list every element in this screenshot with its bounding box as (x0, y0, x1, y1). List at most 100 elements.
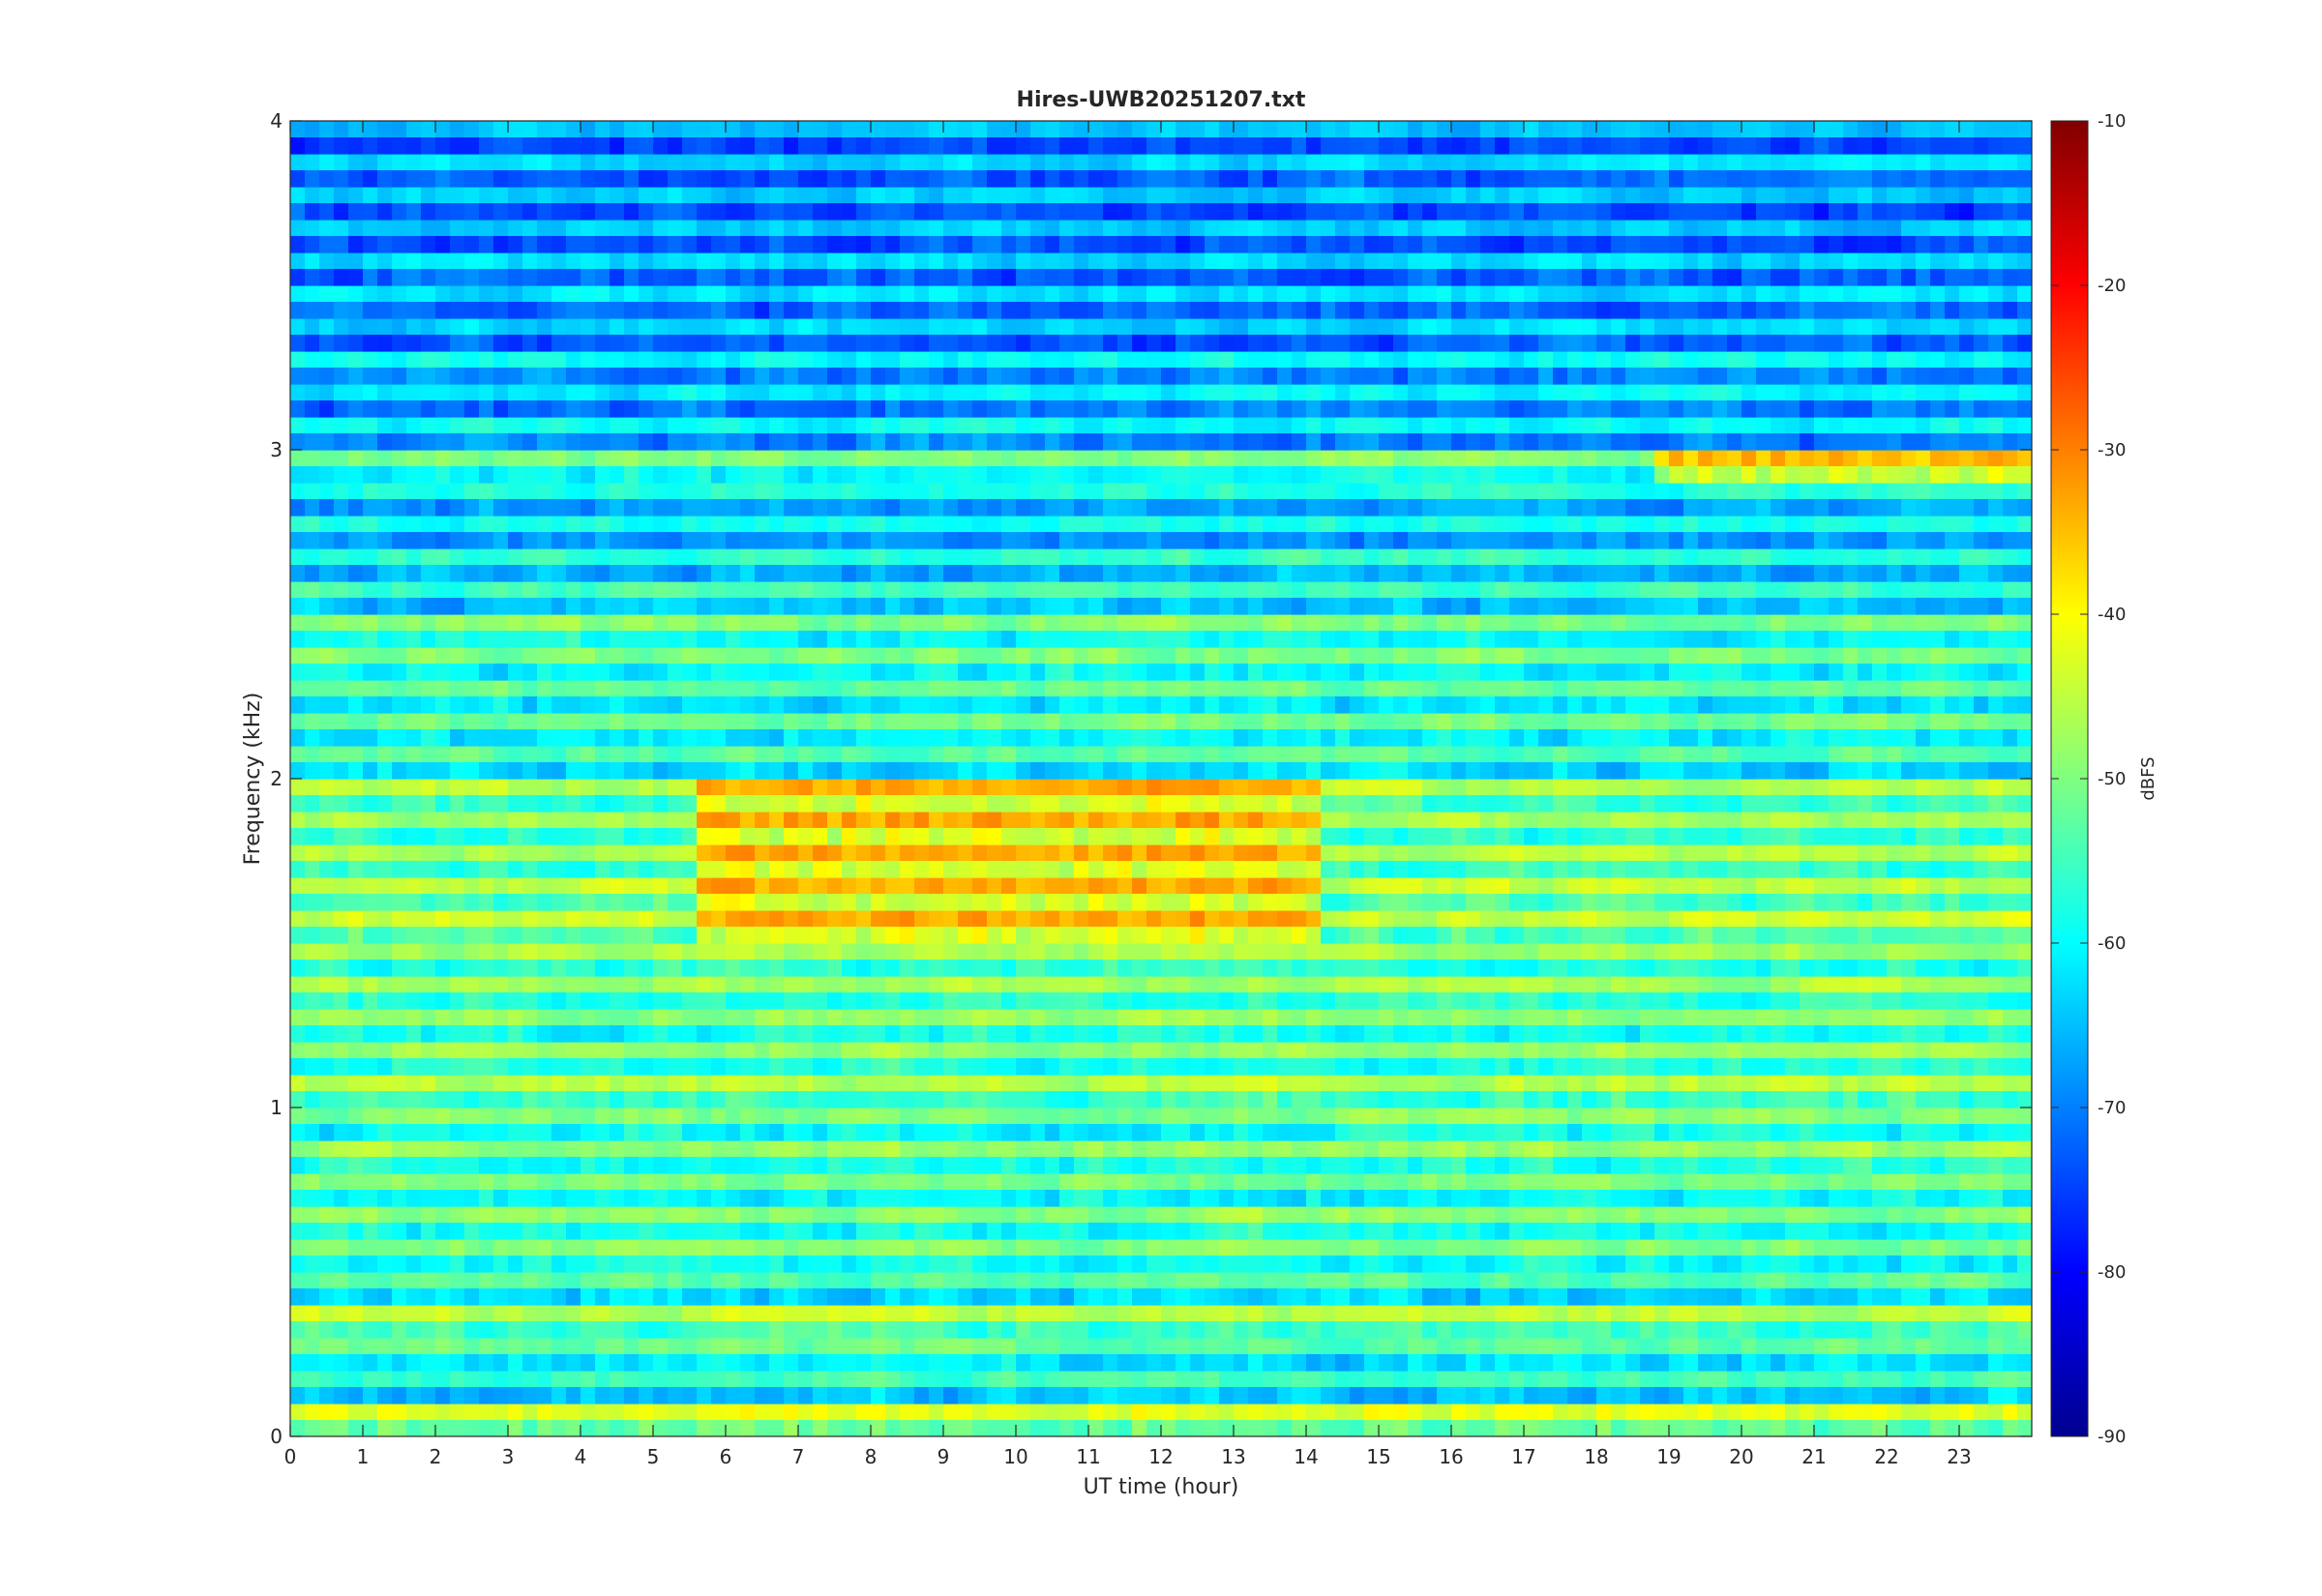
spectrogram-cell (653, 992, 669, 1010)
spectrogram-cell (421, 927, 436, 944)
spectrogram-cell (885, 1239, 901, 1256)
spectrogram-cell (1176, 943, 1191, 961)
spectrogram-cell (406, 992, 422, 1010)
spectrogram-cell (1887, 861, 1902, 878)
spectrogram-cell (755, 992, 770, 1010)
spectrogram-cell (580, 1305, 596, 1322)
spectrogram-cell (943, 779, 959, 796)
spectrogram-cell (406, 779, 422, 796)
spectrogram-cell (2017, 1075, 2032, 1092)
spectrogram-cell (1742, 1404, 1757, 1421)
spectrogram-cell (1074, 762, 1089, 780)
spectrogram-cell (1858, 1321, 1873, 1339)
spectrogram-cell (1364, 1091, 1380, 1108)
spectrogram-cell (1480, 1108, 1496, 1125)
spectrogram-cell (1829, 795, 1844, 813)
spectrogram-cell (1567, 992, 1583, 1010)
spectrogram-cell (580, 828, 596, 845)
spectrogram-cell (1045, 861, 1060, 878)
spectrogram-cell (464, 1124, 480, 1141)
spectrogram-cell (1146, 812, 1162, 829)
spectrogram-cell (1074, 1140, 1089, 1158)
spectrogram-cell (1582, 1288, 1597, 1306)
spectrogram-cell (610, 1009, 625, 1026)
spectrogram-cell (1408, 1042, 1423, 1059)
spectrogram-cell (885, 1420, 901, 1436)
spectrogram-cell (1045, 894, 1060, 911)
spectrogram-cell (1611, 828, 1626, 845)
spectrogram-cell (1393, 1025, 1409, 1043)
spectrogram-cell (1858, 1256, 1873, 1273)
spectrogram-cell (1103, 910, 1118, 928)
spectrogram-cell (1654, 992, 1670, 1010)
spectrogram-cell (1654, 795, 1670, 813)
spectrogram-cell (1480, 1387, 1496, 1404)
spectrogram-cell (1480, 1091, 1496, 1108)
spectrogram-cell (1292, 927, 1307, 944)
spectrogram-cell (624, 877, 640, 895)
spectrogram-cell (784, 894, 799, 911)
spectrogram-cell (551, 910, 567, 928)
spectrogram-cell (610, 1157, 625, 1174)
spectrogram-cell (1843, 1091, 1859, 1108)
spectrogram-cell (1669, 1288, 1684, 1306)
spectrogram-cell (1277, 1223, 1293, 1240)
spectrogram-cell (377, 1338, 393, 1355)
spectrogram-cell (798, 1042, 814, 1059)
spectrogram-cell (464, 1387, 480, 1404)
spectrogram-cell (1698, 1173, 1713, 1191)
spectrogram-cell (1582, 1140, 1597, 1158)
spectrogram-cell (1742, 795, 1757, 813)
spectrogram-cell (1176, 844, 1191, 862)
spectrogram-cell (1495, 1206, 1510, 1224)
spectrogram-cell (1292, 1075, 1307, 1092)
spectrogram-cell (1887, 1404, 1902, 1421)
spectrogram-cell (1219, 1288, 1235, 1306)
spectrogram-cell (1190, 1354, 1206, 1372)
spectrogram-cell (1843, 1124, 1859, 1141)
spectrogram-cell (813, 844, 828, 862)
spectrogram-cell (1059, 1354, 1075, 1372)
spectrogram-cell (784, 1288, 799, 1306)
spectrogram-cell (377, 828, 393, 845)
spectrogram-cell (755, 828, 770, 845)
spectrogram-cell (784, 1108, 799, 1125)
spectrogram-cell (1408, 746, 1423, 763)
spectrogram-cell (1727, 1420, 1742, 1436)
spectrogram-cell (769, 1239, 785, 1256)
spectrogram-cell (1350, 894, 1365, 911)
spectrogram-cell (1814, 960, 1830, 977)
spectrogram-cell (551, 746, 567, 763)
spectrogram-cell (1495, 844, 1510, 862)
spectrogram-cell (435, 746, 451, 763)
spectrogram-cell (1379, 828, 1394, 845)
spectrogram-cell (856, 1140, 872, 1158)
spectrogram-cell (392, 1371, 407, 1388)
spectrogram-cell (464, 1157, 480, 1174)
spectrogram-cell (682, 894, 698, 911)
spectrogram-cell (348, 1009, 364, 1026)
spectrogram-cell (392, 812, 407, 829)
spectrogram-cell (1683, 1239, 1699, 1256)
spectrogram-cell (1553, 976, 1568, 993)
spectrogram-cell (2003, 1075, 2018, 1092)
spectrogram-cell (1379, 992, 1394, 1010)
spectrogram-cell (406, 1288, 422, 1306)
spectrogram-cell (668, 1206, 683, 1224)
spectrogram-cell (1234, 828, 1249, 845)
spectrogram-cell (348, 1404, 364, 1421)
spectrogram-cell (1205, 1404, 1220, 1421)
spectrogram-cell (1988, 861, 2004, 878)
spectrogram-cell (1654, 1387, 1670, 1404)
spectrogram-cell (2003, 1190, 2018, 1207)
spectrogram-cell (972, 1091, 988, 1108)
spectrogram-cell (435, 812, 451, 829)
spectrogram-cell (377, 1140, 393, 1158)
spectrogram-cell (726, 1223, 741, 1240)
spectrogram-cell (900, 927, 915, 944)
spectrogram-cell (1190, 1404, 1206, 1421)
spectrogram-cell (958, 1190, 973, 1207)
spectrogram-cell (697, 1009, 712, 1026)
spectrogram-cell (1132, 1157, 1147, 1174)
spectrogram-cell (726, 1091, 741, 1108)
